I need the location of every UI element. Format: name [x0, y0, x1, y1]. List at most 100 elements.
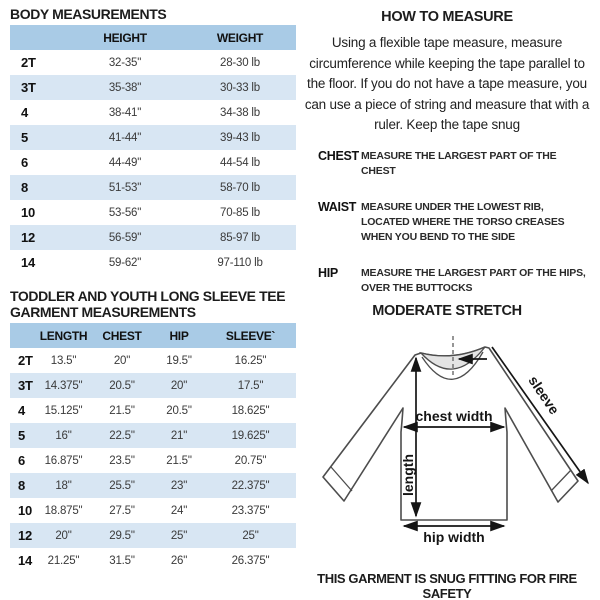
- table-row: 6 44-49" 44-54 lb: [10, 150, 296, 175]
- header-length-cell: LENGTH: [39, 328, 88, 343]
- size-cell: 3T: [21, 80, 36, 95]
- length-label: length: [400, 454, 416, 496]
- definition-text: MEASURE THE LARGEST PART OF THE HIPS, OV…: [361, 266, 586, 294]
- measure-definitions: CHEST MEASURE THE LARGEST PART OF THE CH…: [299, 149, 595, 296]
- size-cell: 8: [21, 180, 29, 195]
- hip-cell: 21": [170, 429, 188, 442]
- weight-cell: 85-97 lb: [220, 231, 260, 244]
- body-table-rows: 2T 32-35" 28-30 lb 3T 35-38" 30-33 lb 4 …: [10, 50, 296, 275]
- table-row: 3T 14.375" 20.5" 20" 17.5": [10, 373, 296, 398]
- size-cell: 4: [18, 403, 26, 418]
- size-cell: 8: [18, 478, 26, 493]
- chest-cell: 27.5": [109, 504, 135, 517]
- length-cell: 21.25": [47, 554, 80, 567]
- length-cell: 14.375": [44, 379, 83, 392]
- table-row: 8 18" 25.5" 23" 22.375": [10, 473, 296, 498]
- weight-cell: 70-85 lb: [220, 206, 260, 219]
- size-cell: 4: [21, 105, 29, 120]
- size-cell: 2T: [18, 353, 33, 368]
- height-cell: 32-35": [108, 56, 142, 69]
- length-cell: 18.875": [44, 504, 83, 517]
- hip-cell: 26": [170, 554, 188, 567]
- moderate-stretch-title: MODERATE STRETCH: [372, 303, 522, 319]
- chest-cell: 25.5": [109, 479, 135, 492]
- table-row: 12 56-59" 85-97 lb: [10, 225, 296, 250]
- weight-cell: 30-33 lb: [220, 81, 260, 94]
- right-column: HOW TO MEASURE Using a flexible tape mea…: [299, 0, 595, 317]
- length-cell: 15.125": [44, 404, 83, 417]
- size-cell: 14: [21, 255, 36, 270]
- header-weight-cell: WEIGHT: [216, 30, 264, 45]
- hip-cell: 21.5": [166, 454, 192, 467]
- definition-row: CHEST MEASURE THE LARGEST PART OF THE CH…: [299, 149, 595, 179]
- size-cell: 14: [18, 553, 33, 568]
- chest-cell: 21.5": [109, 404, 135, 417]
- hip-width-label: hip width: [423, 529, 484, 545]
- size-cell: 6: [21, 155, 29, 170]
- size-cell: 10: [18, 503, 33, 518]
- table-row: 2T 32-35" 28-30 lb: [10, 50, 296, 75]
- sleeve-cell: 19.625": [231, 429, 270, 442]
- sleeve-cell: 26.375": [231, 554, 270, 567]
- table-row: 10 53-56" 70-85 lb: [10, 200, 296, 225]
- chest-cell: 22.5": [109, 429, 135, 442]
- table-row: 5 41-44" 39-43 lb: [10, 125, 296, 150]
- how-to-measure-paragraph: Using a flexible tape measure, measure c…: [304, 35, 590, 132]
- definition-text: MEASURE THE LARGEST PART OF THE CHEST: [361, 149, 557, 177]
- hip-cell: 23": [170, 479, 188, 492]
- size-cell: 2T: [21, 55, 36, 70]
- height-cell: 35-38": [108, 81, 142, 94]
- garment-title-line1: TODDLER AND YOUTH LONG SLEEVE TEE: [10, 288, 286, 304]
- sleeve-diagonal-arrow: [491, 346, 589, 485]
- left-column: BODY MEASUREMENTS HEIGHT WEIGHT 2T 32-35…: [10, 6, 296, 573]
- left-cuff-seam: [330, 466, 353, 492]
- garment-title-line2: GARMENT MEASUREMENTS: [10, 304, 196, 320]
- header-chest-cell: CHEST: [102, 328, 142, 343]
- height-cell: 59-62": [108, 256, 142, 269]
- size-cell: 5: [18, 428, 26, 443]
- garment-table-rows: 2T 13.5" 20" 19.5" 16.25" 3T 14.375" 20.…: [10, 348, 296, 573]
- sleeve-cell: 20.75": [234, 454, 267, 467]
- how-to-measure-title: HOW TO MEASURE: [381, 9, 513, 25]
- definition-label: HIP: [318, 265, 338, 280]
- definition-row: HIP MEASURE THE LARGEST PART OF THE HIPS…: [299, 266, 595, 296]
- sleeve-cell: 18.625": [231, 404, 270, 417]
- height-cell: 38-41": [108, 106, 142, 119]
- sleeve-cell: 22.375": [231, 479, 270, 492]
- hip-cell: 24": [170, 504, 188, 517]
- garment-measurements-table: LENGTH CHEST HIP SLEEVE` 2T 13.5" 20" 19…: [10, 323, 296, 573]
- sleeve-cell: 16.25": [234, 354, 267, 367]
- length-cell: 20": [55, 529, 72, 542]
- length-cell: 16.875": [44, 454, 83, 467]
- header-hip-cell: HIP: [169, 328, 189, 343]
- table-row: 2T 13.5" 20" 19.5" 16.25": [10, 348, 296, 373]
- hip-cell: 25": [170, 529, 188, 542]
- sleeve-cell: 23.375": [231, 504, 270, 517]
- table-row: 14 59-62" 97-110 lb: [10, 250, 296, 275]
- chest-cell: 20": [113, 354, 131, 367]
- height-cell: 44-49": [108, 156, 142, 169]
- header-sleeve-cell: SLEEVE`: [225, 328, 276, 343]
- table-row: 10 18.875" 27.5" 24" 23.375": [10, 498, 296, 523]
- hip-cell: 19.5": [166, 354, 192, 367]
- header-height-cell: HEIGHT: [103, 30, 147, 45]
- hip-cell: 20.5": [166, 404, 192, 417]
- right-cuff-seam: [550, 469, 572, 492]
- definition-row: WAIST MEASURE UNDER THE LOWEST RIB, LOCA…: [299, 200, 595, 245]
- weight-cell: 44-54 lb: [220, 156, 260, 169]
- height-cell: 51-53": [108, 181, 142, 194]
- table-row: 12 20" 29.5" 25" 25": [10, 523, 296, 548]
- body-measurements-title: BODY MEASUREMENTS: [10, 6, 167, 22]
- length-cell: 16": [55, 429, 72, 442]
- size-cell: 12: [21, 230, 36, 245]
- definition-text: MEASURE UNDER THE LOWEST RIB, LOCATED WH…: [361, 200, 565, 243]
- table-row: 5 16" 22.5" 21" 19.625": [10, 423, 296, 448]
- fire-safety-notice: THIS GARMENT IS SNUG FITTING FOR FIRE SA…: [317, 571, 577, 600]
- weight-cell: 34-38 lb: [220, 106, 260, 119]
- length-cell: 18": [55, 479, 72, 492]
- chest-cell: 29.5": [109, 529, 135, 542]
- definition-label: WAIST: [318, 199, 357, 214]
- length-cell: 13.5": [50, 354, 77, 367]
- chest-cell: 23.5": [109, 454, 135, 467]
